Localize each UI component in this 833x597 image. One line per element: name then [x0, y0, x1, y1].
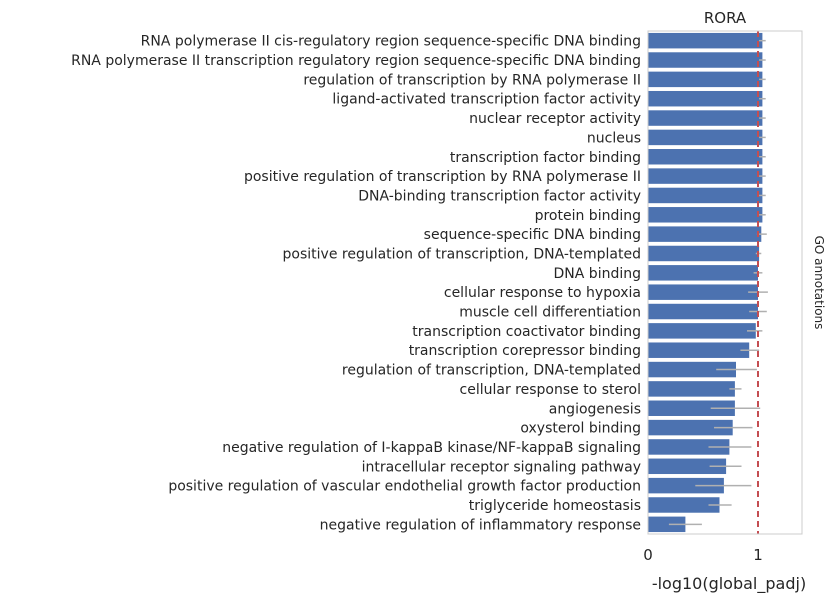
category-label: nucleus	[587, 130, 641, 146]
bar	[648, 303, 758, 320]
category-label: negative regulation of inflammatory resp…	[320, 517, 641, 533]
bar	[648, 265, 758, 281]
bar	[648, 497, 720, 513]
bar	[648, 439, 730, 455]
bar	[648, 90, 763, 107]
bar	[648, 323, 756, 339]
bar	[648, 284, 758, 300]
bar	[648, 110, 763, 126]
bar	[648, 226, 762, 242]
bar	[648, 477, 724, 494]
category-label: positive regulation of vascular endothel…	[168, 479, 641, 495]
category-label: oxysterol binding	[520, 421, 641, 437]
category-label: positive regulation of transcription by …	[244, 169, 641, 185]
plot-area: RNA polymerase II cis-regulatory region …	[71, 30, 803, 564]
bar	[648, 149, 763, 165]
category-label: nuclear receptor activity	[469, 111, 641, 127]
category-label: ligand-activated transcription factor ac…	[332, 92, 641, 108]
category-label: RNA polymerase II transcription regulato…	[71, 53, 641, 69]
bar	[648, 207, 763, 223]
x-axis-title: -log10(global_padj)	[652, 574, 806, 594]
category-label: triglyceride homeostasis	[469, 498, 641, 514]
bar	[648, 458, 727, 475]
category-label: sequence-specific DNA binding	[424, 227, 641, 243]
category-label: DNA binding	[554, 266, 641, 282]
category-label: angiogenesis	[549, 401, 641, 417]
bar	[648, 71, 763, 88]
bar	[648, 419, 733, 436]
bar	[648, 516, 686, 533]
category-label: positive regulation of transcription, DN…	[283, 246, 641, 262]
category-label: transcription factor binding	[450, 150, 641, 166]
category-label: regulation of transcription, DNA-templat…	[342, 363, 641, 379]
bar	[648, 129, 763, 146]
category-label: DNA-binding transcription factor activit…	[358, 188, 641, 204]
go-annotations-label: GO annotations	[812, 236, 826, 330]
bar	[648, 32, 763, 49]
bar	[648, 342, 750, 358]
bar	[648, 400, 735, 416]
bar	[648, 168, 763, 184]
x-tick-label: 0	[643, 546, 653, 564]
bar	[648, 381, 735, 397]
category-label: cellular response to sterol	[460, 382, 641, 398]
plot-frame	[647, 30, 803, 535]
category-label: intracellular receptor signaling pathway	[362, 459, 641, 475]
category-label: cellular response to hypoxia	[444, 285, 641, 301]
category-label: regulation of transcription by RNA polym…	[303, 72, 641, 88]
bar	[648, 187, 763, 204]
category-label: protein binding	[535, 208, 641, 224]
category-label: muscle cell differentiation	[459, 305, 641, 321]
category-label: transcription corepressor binding	[409, 343, 641, 359]
chart-title: RORA	[704, 9, 747, 27]
category-label: RNA polymerase II cis-regulatory region …	[141, 34, 641, 50]
category-label: negative regulation of I-kappaB kinase/N…	[222, 440, 641, 456]
bar	[648, 245, 760, 262]
category-label: transcription coactivator binding	[412, 324, 641, 340]
bar	[648, 361, 736, 378]
bar	[648, 52, 763, 68]
x-tick-label: 1	[753, 546, 763, 564]
